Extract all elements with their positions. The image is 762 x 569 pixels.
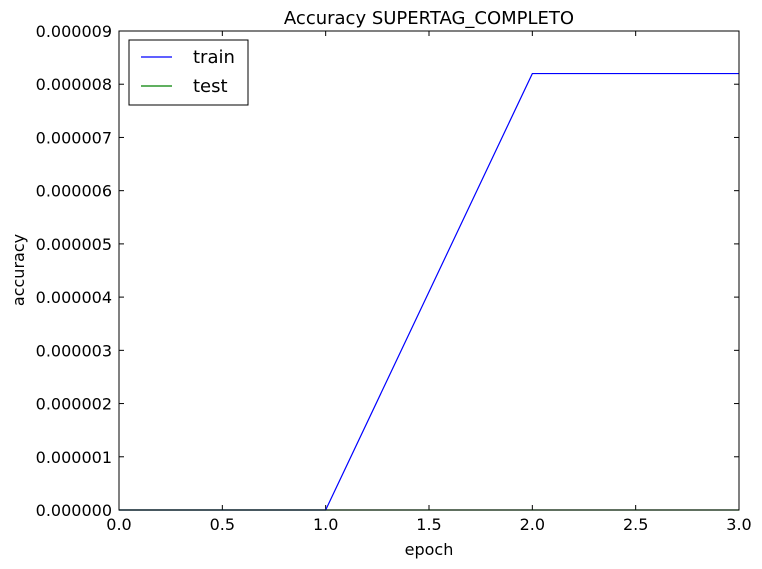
chart-title: Accuracy SUPERTAG_COMPLETO bbox=[284, 8, 574, 29]
legend-label-train: train bbox=[193, 47, 235, 68]
y-tick-label: 0.000003 bbox=[36, 341, 112, 360]
x-tick-label: 0.5 bbox=[210, 515, 235, 534]
x-tick-label: 0.0 bbox=[106, 515, 131, 534]
x-tick-labels: 0.0 0.5 1.0 1.5 2.0 2.5 3.0 bbox=[106, 515, 751, 534]
x-tick-label: 1.0 bbox=[313, 515, 338, 534]
y-axis-label: accuracy bbox=[9, 234, 28, 306]
plot-area bbox=[119, 31, 739, 510]
x-tick-label: 2.5 bbox=[623, 515, 648, 534]
plot-frame bbox=[118, 30, 740, 511]
y-tick-label: 0.000007 bbox=[36, 128, 112, 147]
x-tick-label: 2.0 bbox=[520, 515, 545, 534]
y-tick-label: 0.000005 bbox=[36, 235, 112, 254]
x-tick-label: 3.0 bbox=[726, 515, 751, 534]
x-tick-label: 1.5 bbox=[416, 515, 441, 534]
y-tick-label: 0.000000 bbox=[36, 501, 112, 520]
y-tick-label: 0.000008 bbox=[36, 75, 112, 94]
legend-box bbox=[128, 39, 249, 106]
y-tick-label: 0.000009 bbox=[36, 22, 112, 41]
y-tick-labels: 0.000000 0.000001 0.000002 0.000003 0.000004… bbox=[36, 22, 112, 520]
y-tick-label: 0.000001 bbox=[36, 448, 112, 467]
y-tick-label: 0.000004 bbox=[36, 288, 112, 307]
legend-label-test: test bbox=[193, 76, 228, 97]
x-axis-label: epoch bbox=[405, 540, 454, 559]
y-tick-label: 0.000006 bbox=[36, 182, 112, 201]
legend: train test bbox=[128, 39, 249, 106]
y-tick-label: 0.000002 bbox=[36, 395, 112, 414]
